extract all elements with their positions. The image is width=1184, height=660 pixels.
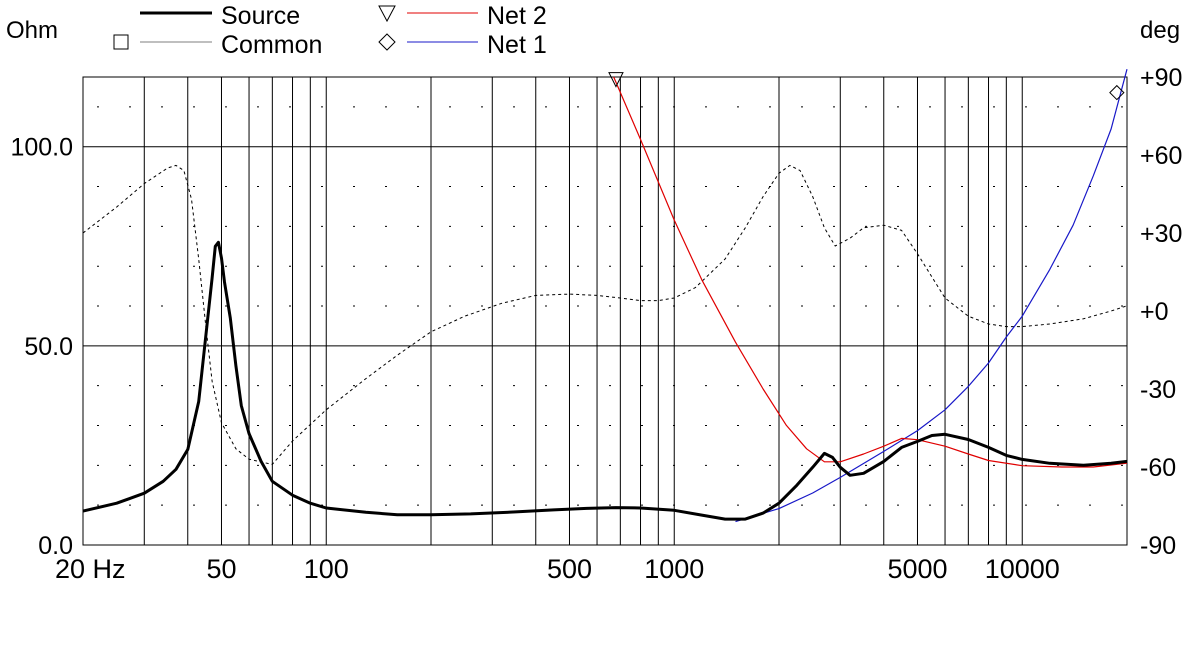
series-line-common	[82, 164, 1128, 465]
x-tick-label: 500	[547, 554, 592, 584]
grid	[83, 77, 1127, 545]
series-layer	[82, 69, 1128, 523]
legend-common: Common	[113, 31, 322, 59]
y2-tick-label: -60	[1140, 454, 1176, 482]
x-tick-label: 1000	[644, 554, 704, 584]
right-axis-unit-label: deg	[1140, 17, 1180, 44]
x-tick-label: 10000	[985, 554, 1060, 584]
y2-tick-label: -90	[1140, 532, 1176, 560]
series-line-source	[82, 240, 1128, 521]
x-tick-label: 5000	[887, 554, 947, 584]
y2-tick-label: +30	[1140, 220, 1182, 248]
series-line-net1	[735, 69, 1128, 523]
right-y-axis-ticks: +90 +60 +30 +0 -30 -60 -90	[1140, 64, 1182, 560]
x-axis-ticks: 20 Hz 50 100 500 1000 5000 10000	[55, 554, 1060, 584]
x-tick-label: 50	[206, 554, 236, 584]
legend-net2: Net 2	[378, 2, 547, 30]
marker-layer	[608, 72, 1125, 101]
y-tick-label: 0.0	[38, 532, 73, 560]
y2-tick-label: +0	[1140, 298, 1169, 326]
x-tick-label: 100	[304, 554, 349, 584]
legend-common-label: Common	[221, 31, 322, 59]
legend-net2-triangle-marker	[378, 5, 396, 23]
plot-area	[82, 69, 1128, 546]
y2-tick-label: +90	[1140, 64, 1182, 92]
net1-diamond-marker	[1109, 84, 1125, 101]
series-line-net2	[613, 76, 1128, 468]
legend-net1-diamond-marker	[378, 33, 396, 51]
net2-triangle-marker	[608, 72, 624, 88]
legend-source-label: Source	[221, 2, 300, 30]
legend-net1: Net 1	[378, 31, 547, 59]
x-tick-label: 20 Hz	[55, 554, 126, 584]
legend-common-square-marker	[113, 34, 129, 50]
y2-tick-label: +60	[1140, 142, 1182, 170]
y-tick-label: 100.0	[10, 134, 73, 162]
y-tick-label: 50.0	[24, 333, 73, 361]
left-y-axis-ticks: 0.0 50.0 100.0	[10, 134, 73, 560]
left-axis-unit-label: Ohm	[6, 17, 58, 44]
legend-net2-label: Net 2	[487, 2, 547, 30]
legend-source: Source	[140, 2, 300, 30]
legend-net1-label: Net 1	[487, 31, 547, 59]
y2-tick-label: -30	[1140, 376, 1176, 404]
legend: Source Common Net 2 Net 1	[113, 2, 547, 59]
plot-frame	[82, 76, 1128, 546]
